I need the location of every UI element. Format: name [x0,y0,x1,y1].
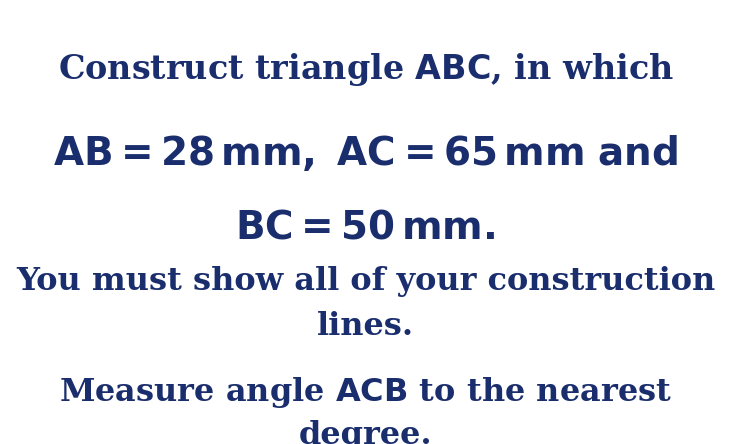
Text: $\mathbf{AB = 28\,mm,\ AC = 65\,mm\ and}$: $\mathbf{AB = 28\,mm,\ AC = 65\,mm\ and}… [53,133,678,173]
Text: Measure angle $\mathbf{ACB}$ to the nearest: Measure angle $\mathbf{ACB}$ to the near… [59,375,672,410]
Text: You must show all of your construction: You must show all of your construction [16,266,715,297]
Text: Construct triangle $\mathbf{ABC}$, in which: Construct triangle $\mathbf{ABC}$, in wh… [58,51,673,88]
Text: degree.: degree. [299,420,432,444]
Text: lines.: lines. [317,311,414,342]
Text: $\mathbf{BC = 50\,mm.}$: $\mathbf{BC = 50\,mm.}$ [235,209,496,247]
